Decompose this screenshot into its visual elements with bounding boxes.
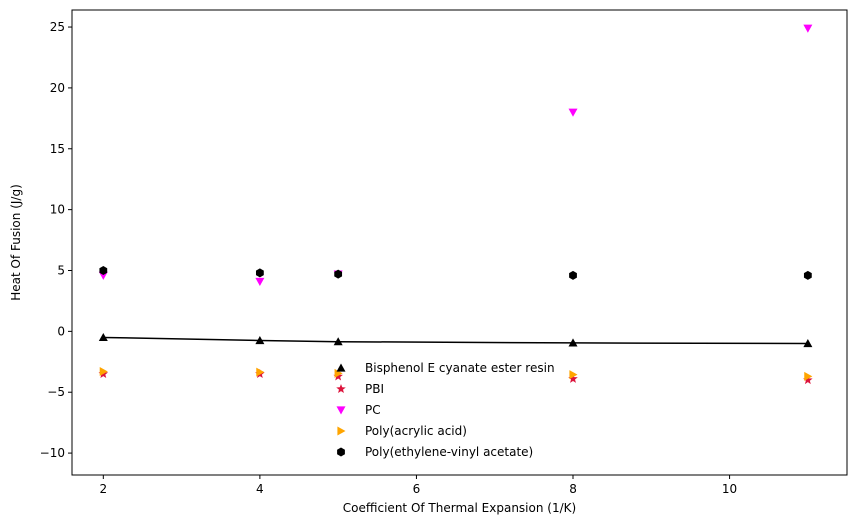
data-point — [568, 373, 578, 383]
y-tick-label: 5 — [57, 263, 65, 277]
legend-label: PBI — [365, 382, 384, 396]
legend-label: Poly(acrylic acid) — [365, 424, 467, 438]
legend-marker — [336, 384, 346, 394]
legend-label: PC — [365, 403, 381, 417]
plot-frame — [71, 9, 848, 476]
legend-marker — [337, 426, 346, 436]
data-point — [569, 270, 577, 280]
x-tick-label: 6 — [413, 482, 421, 496]
x-axis-ticks: 2 4 6 8 10 — [99, 475, 737, 496]
y-axis-ticks: −10 −5 0 5 10 15 20 25 — [40, 20, 72, 460]
data-point — [333, 371, 343, 381]
legend-marker — [336, 363, 346, 372]
legend-marker — [336, 406, 346, 415]
x-tick-label: 10 — [722, 482, 737, 496]
data-point — [255, 277, 265, 286]
x-tick-label: 8 — [569, 482, 577, 496]
data-point — [803, 270, 812, 280]
legend: Bisphenol E cyanate ester resin PBI PC Poly… — [336, 361, 555, 459]
series-3 — [99, 367, 813, 381]
data-point — [334, 368, 343, 378]
x-tick-label: 4 — [256, 482, 264, 496]
legend-label: Poly(ethylene-vinyl acetate) — [365, 445, 533, 459]
series-2 — [98, 24, 813, 286]
data-point — [99, 266, 108, 275]
data-point — [98, 332, 108, 342]
data-point — [804, 371, 813, 381]
data-point — [568, 338, 578, 347]
data-point — [333, 337, 343, 346]
data-point — [255, 268, 264, 278]
y-axis-label: Heat Of Fusion (J/g) — [9, 184, 23, 301]
y-tick-label: 20 — [50, 81, 65, 95]
y-tick-label: 10 — [50, 203, 65, 217]
x-axis-label: Coefficient Of Thermal Expansion (1/K) — [343, 501, 576, 515]
data-point — [569, 370, 578, 380]
x-tick-label: 2 — [99, 482, 107, 496]
series-4 — [99, 266, 812, 280]
legend-marker — [337, 447, 345, 457]
data-point — [803, 24, 813, 33]
series-line — [103, 336, 808, 345]
data-point — [803, 339, 813, 348]
y-tick-label: 15 — [50, 142, 65, 156]
legend-label: Bisphenol E cyanate ester resin — [365, 361, 555, 375]
data-point — [803, 375, 813, 385]
data-point — [334, 269, 343, 279]
y-tick-label: −10 — [40, 446, 65, 460]
data-point — [99, 367, 108, 377]
data-point — [256, 367, 265, 377]
plot-marks — [98, 24, 813, 385]
data-point — [98, 271, 108, 280]
series-0 — [98, 332, 813, 348]
data-point — [568, 108, 578, 117]
y-tick-label: −5 — [47, 385, 65, 399]
y-tick-label: 25 — [50, 20, 65, 34]
data-point — [255, 335, 265, 345]
y-tick-label: 0 — [57, 324, 65, 338]
